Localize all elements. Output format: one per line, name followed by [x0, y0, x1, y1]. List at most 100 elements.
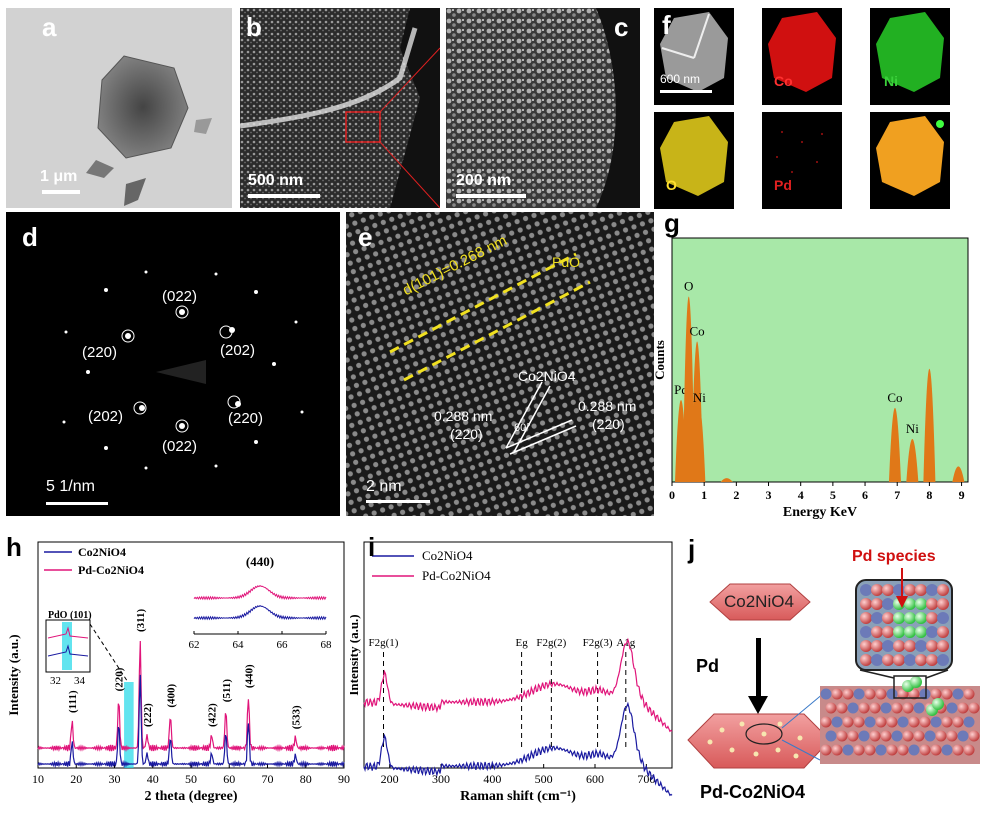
panel-b: b 500 nm: [240, 8, 440, 208]
x-tick-label: 4: [798, 488, 804, 502]
scale-bar-a: [42, 190, 80, 194]
map-tile-ni: Ni: [870, 8, 950, 105]
eds-peak: [693, 407, 706, 482]
pdo-label: PdO: [552, 254, 581, 270]
inset-left-tick: 34: [74, 675, 86, 687]
legend-label: Pd-Co2NiO4: [78, 563, 144, 577]
arrow-pd-label: Pd: [696, 656, 720, 676]
pd-species-label: Pd species: [852, 548, 936, 565]
hrtem-image: [346, 212, 654, 516]
panel-i: 200 300 400 500 600 700 Raman shift (cm⁻¹) Inte…: [350, 528, 680, 818]
spot-label-6: (022): [162, 438, 198, 455]
left-spacing-label: 0.288 nm: [434, 408, 493, 424]
x-tick-label: 200: [381, 772, 399, 786]
panel-d: d (022) (220) (202) (202) (220) (022) 5 …: [6, 212, 340, 516]
map-label-o: O: [666, 177, 677, 193]
mode-label: F2g(2): [536, 637, 566, 649]
x-tick-label: 300: [432, 772, 450, 786]
bottom-hex-label: Pd-Co2NiO4: [700, 782, 806, 802]
y-axis-label: Intensity (a.u.): [6, 634, 21, 715]
series-line-pd-co2nio4: [37, 640, 345, 753]
x-tick-label: 20: [70, 772, 82, 786]
inset-left-series-pd: [47, 626, 89, 639]
x-tick-label: 50: [185, 772, 197, 786]
legend-label: Co2NiO4: [78, 545, 126, 559]
x-axis-label: Raman shift (cm⁻¹): [460, 789, 576, 804]
left-plane-label: (220): [450, 426, 483, 442]
peak-label: (533): [290, 705, 302, 729]
eds-peak-label: Co: [887, 390, 902, 405]
panel-e: e PdO d(101)=0.268 nm Co2NiO4 0.288 nm (…: [346, 212, 654, 516]
scale-bar-label-a: 1 μm: [40, 168, 78, 185]
panel-j: j Co2NiO4 Pd Pd-Co2NiO4 Pd species: [680, 528, 986, 818]
peak-label: (222): [142, 703, 154, 727]
eds-peak: [923, 368, 936, 482]
plot-area: [671, 237, 969, 483]
mode-label: Eg: [515, 637, 528, 649]
panel-label-j: j: [688, 534, 696, 564]
scale-bar-f: [660, 90, 712, 93]
schematic-j: [687, 568, 980, 769]
panel-label-f: f: [662, 10, 671, 40]
pdo-highlight: [124, 682, 134, 768]
peak-label: (400): [165, 683, 177, 707]
panel-h: 10 20 30 40 50 60 70 80 90 2 theta (degree) Intens…: [4, 528, 350, 818]
x-tick-label: 5: [830, 488, 836, 502]
x-tick-label: 1: [701, 488, 707, 502]
map-tile-co: Co: [762, 8, 842, 105]
x-tick-label: 70: [262, 772, 274, 786]
x-tick-label: 500: [535, 772, 553, 786]
peak-label: (422): [207, 703, 219, 727]
map-label-ni: Ni: [884, 73, 898, 89]
inset-left-band: [62, 622, 72, 670]
raman-chart: 200 300 400 500 600 700 Raman shift (cm⁻¹) Inte…: [350, 541, 673, 804]
x-tick-label: 40: [147, 772, 159, 786]
x-tick-label: 90: [338, 772, 350, 786]
spot-label-3: (202): [220, 342, 256, 359]
x-tick-label: 80: [300, 772, 312, 786]
mode-label: F2g(1): [369, 637, 399, 649]
x-tick-label: 8: [926, 488, 932, 502]
x-tick-label: 60: [223, 772, 235, 786]
legend-label: Co2NiO4: [422, 548, 473, 563]
x-tick-label: 700: [637, 772, 655, 786]
panel-label-h: h: [6, 532, 22, 562]
eds-peak-label: Co: [690, 323, 705, 338]
inset-right-tick-label: 66: [277, 639, 289, 651]
series-line-pd-co2nio4: [363, 637, 673, 733]
eds-peak-label: Ni: [693, 390, 706, 405]
top-hex-label: Co2NiO4: [724, 592, 794, 611]
eds-peak-label: O: [684, 279, 693, 294]
eds-peak: [682, 296, 695, 482]
inset-left-series-co: [47, 644, 89, 657]
scale-bar-c: [456, 194, 526, 198]
inset-left-title: PdO (101): [48, 610, 92, 621]
sem-image-b: [240, 8, 440, 208]
inset-right-tick-label: 68: [321, 639, 333, 651]
eds-peak: [888, 407, 901, 482]
mode-label: F2g(3): [583, 637, 613, 649]
x-tick-label: 3: [766, 488, 772, 502]
panel-label-g: g: [664, 212, 680, 238]
eds-peak: [906, 439, 919, 482]
panel-c: c 200 nm: [446, 8, 640, 208]
eds-peak: [720, 478, 733, 482]
scale-bar-label-e: 2 nm: [366, 478, 402, 495]
inset-right-series-pd: [193, 584, 327, 601]
legend-label: Pd-Co2NiO4: [422, 568, 491, 583]
eds-peak: [952, 466, 965, 482]
right-spacing-label: 0.288 nm: [578, 398, 637, 414]
panel-label-b: b: [246, 12, 262, 42]
peak-label: (311): [135, 608, 147, 632]
spot-label-4: (202): [88, 408, 124, 425]
panel-label-e: e: [358, 222, 373, 252]
peak-label: (220): [114, 667, 126, 691]
peak-label: (440): [243, 664, 255, 688]
phase-label: Co2NiO4: [518, 368, 576, 384]
x-tick-label: 0: [669, 488, 675, 502]
map-tile-haadf: 600 nm: [654, 8, 734, 105]
scale-bar-label-d: 5 1/nm: [46, 478, 95, 495]
scale-bar-d: [46, 502, 108, 505]
x-axis-label: Energy KeV: [783, 505, 857, 520]
